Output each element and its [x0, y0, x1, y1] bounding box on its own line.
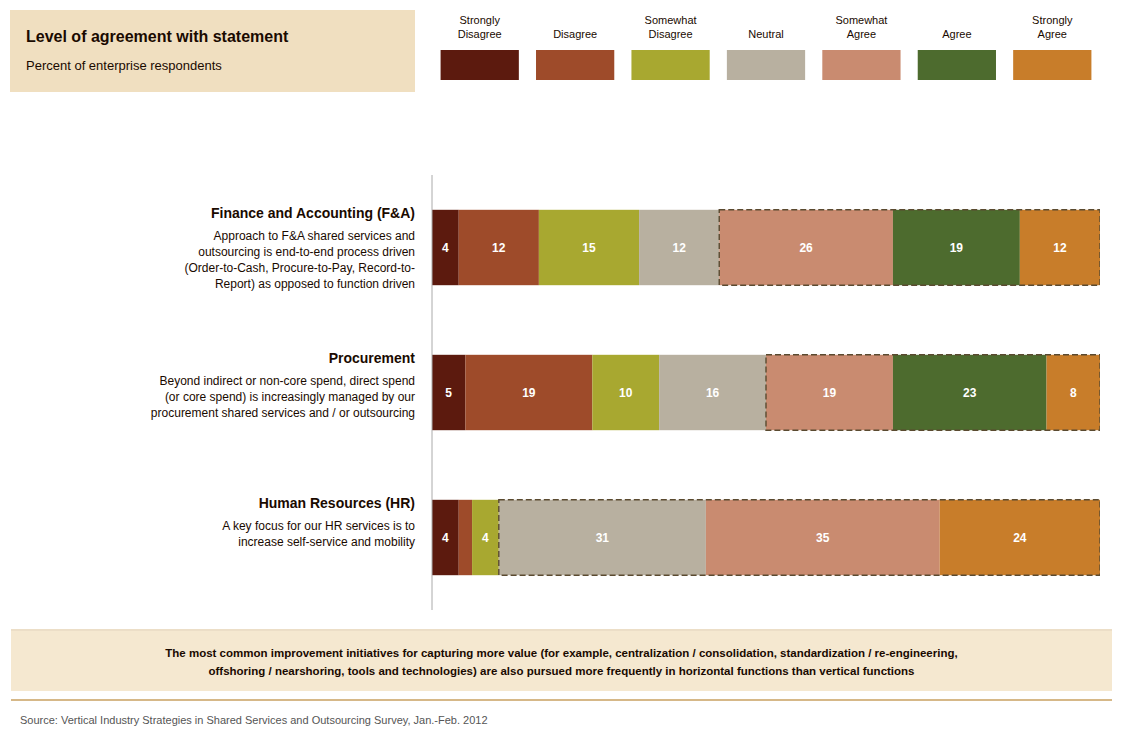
bar [539, 210, 639, 285]
bar [432, 500, 459, 575]
category-note: outsourcing is end-to-end process driven [198, 245, 415, 259]
footer-line: offshoring / nearshoring, tools and tech… [208, 665, 914, 677]
footer-rule [11, 630, 1112, 631]
legend-label-line: Disagree [649, 28, 693, 40]
legend-swatch [727, 50, 805, 80]
category-note: Beyond indirect or non-core spend, direc… [160, 374, 416, 388]
bar [893, 210, 1020, 285]
category-note: A key focus for our HR services is to [222, 519, 415, 533]
legend-label-line: Strongly [1032, 14, 1073, 26]
bar [940, 500, 1100, 575]
bar [592, 355, 659, 430]
bar [499, 500, 706, 575]
data-label: 4 [482, 531, 489, 545]
data-label: 12 [1053, 241, 1067, 255]
legend-label: Neutral [748, 28, 783, 40]
data-label: 4 [442, 531, 449, 545]
data-label: 19 [950, 241, 964, 255]
category-note: increase self-service and mobility [238, 535, 415, 549]
footer-box [11, 631, 1112, 691]
bar [465, 355, 592, 430]
category-note: (or core spend) is increasingly managed … [165, 390, 415, 404]
legend-label-line: Agree [942, 28, 971, 40]
legend-label-line: Agree [847, 28, 876, 40]
bar [719, 210, 893, 285]
chart: Level of agreement with statement Percent… [0, 0, 1123, 751]
data-label: 12 [492, 241, 506, 255]
bar [1047, 355, 1100, 430]
bar [472, 500, 499, 575]
legend-label: Disagree [553, 28, 597, 40]
background [0, 0, 1123, 751]
data-label: 10 [619, 386, 633, 400]
category-note: (Order-to-Cash, Procure-to-Pay, Record-t… [184, 261, 415, 275]
axis-line [432, 175, 433, 610]
bar [766, 355, 893, 430]
category-label: Human Resources (HR) [259, 495, 415, 511]
data-label: 19 [823, 386, 837, 400]
legend: Strongly Disagree Disagree Somewhat Disagree… [441, 14, 1092, 80]
legend-label-line: Agree [1038, 28, 1067, 40]
legend-label: Somewhat Agree [835, 14, 887, 40]
bar [639, 210, 719, 285]
source-text: Source: Vertical Industry Strategies in … [20, 714, 488, 726]
highlight-box [719, 210, 1100, 285]
data-label: 5 [445, 386, 452, 400]
footer-text: The most common improvement initiatives … [165, 647, 957, 677]
data-label: 16 [706, 386, 720, 400]
legend-label-line: Neutral [748, 28, 783, 40]
data-labels: 4 12 15 12 26 19 12 5 19 10 16 19 23 8 4 4 31 35 24 [442, 241, 1077, 545]
legend-label-line: Disagree [458, 28, 502, 40]
legend-label-line: Strongly [460, 14, 501, 26]
footer-line: The most common improvement initiatives … [165, 647, 957, 659]
data-label: 35 [816, 531, 830, 545]
bar [1020, 210, 1100, 285]
highlight-box [499, 500, 1100, 575]
category-note: Report) as opposed to function driven [215, 277, 415, 291]
legend-label-line: Somewhat [835, 14, 887, 26]
bars [432, 210, 1100, 575]
legend-swatch [631, 50, 709, 80]
subtitle: Percent of enterprise respondents [26, 58, 222, 73]
bar [432, 210, 459, 285]
legend-label-line: Somewhat [645, 14, 697, 26]
header-box [10, 10, 415, 92]
bar [706, 500, 940, 575]
data-label: 26 [799, 241, 813, 255]
legend-swatch [822, 50, 900, 80]
data-label: 15 [582, 241, 596, 255]
bar [459, 500, 472, 575]
bar [459, 210, 539, 285]
legend-swatch [536, 50, 614, 80]
category-note: procurement shared services and / or out… [151, 406, 415, 420]
category-labels: Finance and Accounting (F&A) Approach to … [151, 205, 415, 549]
category-label: Procurement [329, 350, 416, 366]
separator [11, 699, 1112, 701]
legend-label: Somewhat Disagree [645, 14, 697, 40]
legend-label: Strongly Agree [1032, 14, 1073, 40]
bar [893, 355, 1047, 430]
title: Level of agreement with statement [26, 28, 289, 45]
data-label: 8 [1070, 386, 1077, 400]
bar [432, 355, 465, 430]
category-label: Finance and Accounting (F&A) [211, 205, 415, 221]
legend-swatch [918, 50, 996, 80]
data-label: 4 [442, 241, 449, 255]
highlight-box [766, 355, 1100, 430]
data-label: 19 [522, 386, 536, 400]
data-label: 23 [963, 386, 977, 400]
legend-swatch [441, 50, 519, 80]
data-label: 24 [1013, 531, 1027, 545]
category-note: Approach to F&A shared services and [214, 229, 415, 243]
data-label: 12 [672, 241, 686, 255]
data-label: 31 [596, 531, 610, 545]
legend-label-line: Disagree [553, 28, 597, 40]
legend-swatch [1013, 50, 1091, 80]
legend-label: Agree [942, 28, 971, 40]
legend-label: Strongly Disagree [458, 14, 502, 40]
bar [659, 355, 766, 430]
